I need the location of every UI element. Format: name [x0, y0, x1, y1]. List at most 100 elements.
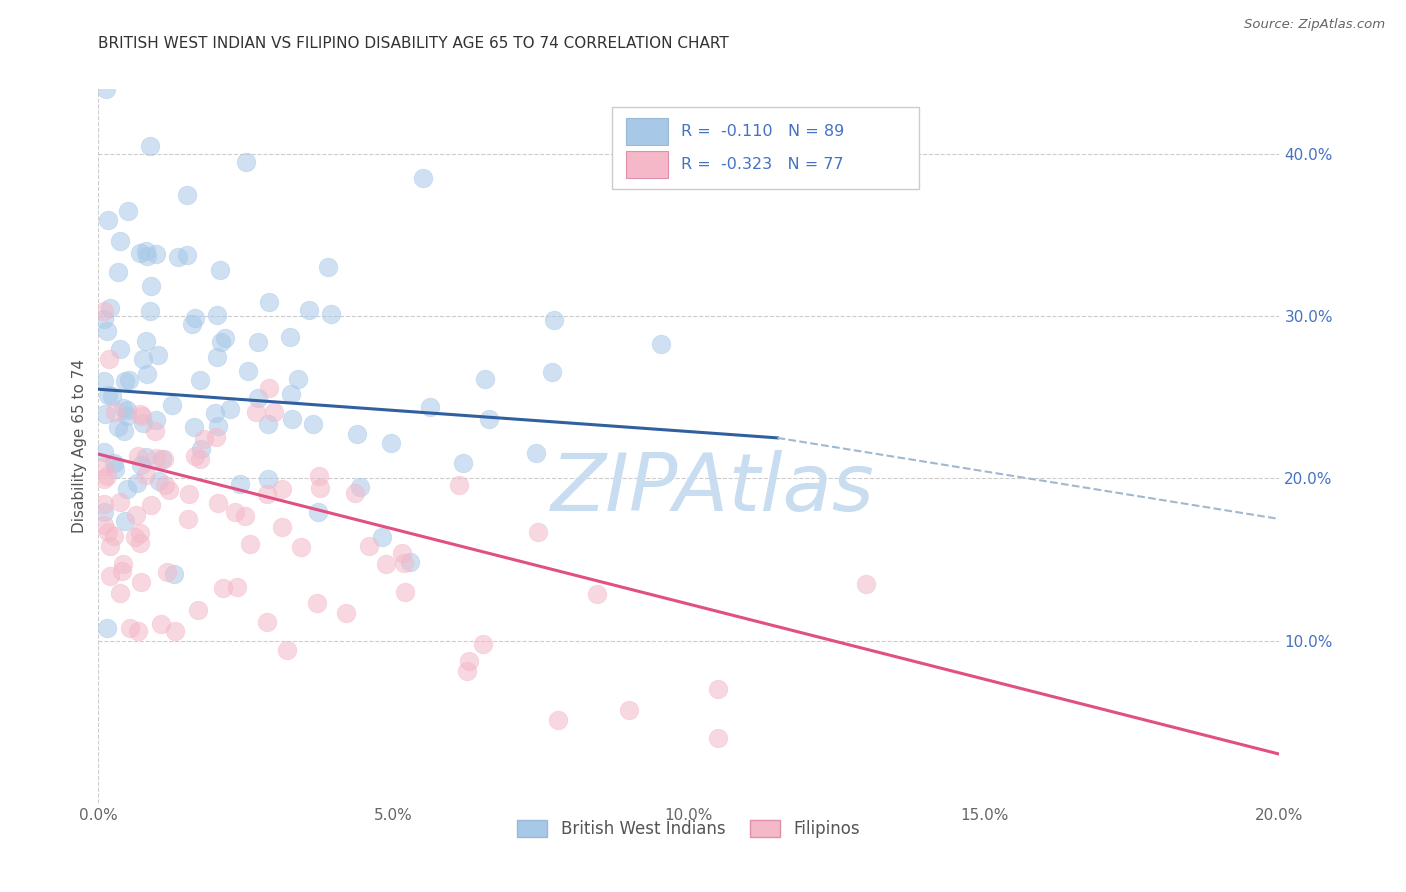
Text: ZIPAtlas: ZIPAtlas: [551, 450, 875, 528]
Point: [619, 703, 641, 717]
Legend: British West Indians, Filipinos: British West Indians, Filipinos: [510, 813, 868, 845]
Point: [298, 303, 321, 318]
Point: [145, 451, 167, 466]
Point: [132, 351, 155, 366]
Point: [93, 497, 115, 511]
Point: [394, 585, 416, 599]
Bar: [626, 151, 668, 178]
Bar: [626, 118, 668, 145]
Point: [219, 402, 242, 417]
Point: [96, 621, 118, 635]
Point: [129, 458, 152, 472]
Point: [139, 498, 162, 512]
Point: [209, 335, 232, 350]
Point: [349, 480, 371, 494]
Point: [471, 637, 494, 651]
Point: [239, 537, 262, 551]
Point: [707, 682, 730, 697]
Point: [474, 372, 496, 386]
Point: [357, 539, 380, 553]
Point: [118, 621, 141, 635]
Point: [177, 487, 200, 501]
Point: [110, 234, 132, 248]
Point: [585, 586, 607, 600]
Point: [97, 352, 120, 367]
Point: [176, 248, 198, 262]
Point: [114, 424, 136, 438]
Point: [135, 450, 157, 464]
Point: [127, 624, 149, 639]
Point: [456, 664, 478, 678]
Point: [128, 246, 150, 260]
Point: [93, 374, 115, 388]
Point: [233, 509, 256, 524]
Point: [543, 312, 565, 326]
Point: [156, 565, 179, 579]
Point: [391, 546, 413, 560]
Point: [93, 505, 115, 519]
Point: [155, 478, 177, 492]
Point: [238, 364, 260, 378]
Point: [187, 603, 209, 617]
Point: [208, 263, 231, 277]
Point: [256, 487, 278, 501]
Point: [855, 577, 877, 591]
Point: [346, 427, 368, 442]
Point: [110, 343, 132, 357]
Point: [110, 494, 132, 508]
Point: [190, 451, 212, 466]
Point: [245, 405, 267, 419]
Point: [207, 496, 229, 510]
Point: [650, 337, 672, 351]
Point: [211, 582, 233, 596]
Point: [96, 324, 118, 338]
Point: [166, 251, 188, 265]
Y-axis label: Disability Age 65 to 74: Disability Age 65 to 74: [72, 359, 87, 533]
Point: [103, 456, 125, 470]
FancyBboxPatch shape: [612, 107, 920, 189]
Point: [143, 424, 166, 438]
Point: [399, 555, 422, 569]
Point: [207, 419, 229, 434]
Point: [97, 525, 120, 540]
Point: [478, 412, 501, 426]
Point: [93, 407, 115, 421]
Point: [132, 416, 155, 430]
Point: [139, 278, 162, 293]
Text: BRITISH WEST INDIAN VS FILIPINO DISABILITY AGE 65 TO 74 CORRELATION CHART: BRITISH WEST INDIAN VS FILIPINO DISABILI…: [98, 36, 730, 51]
Point: [117, 203, 139, 218]
Point: [271, 482, 294, 496]
Point: [114, 514, 136, 528]
Point: [184, 310, 207, 325]
Point: [259, 380, 281, 394]
Point: [103, 529, 125, 543]
Point: [100, 301, 122, 316]
Point: [257, 472, 280, 486]
Point: [111, 557, 134, 571]
Point: [281, 412, 304, 426]
Point: [160, 398, 183, 412]
Point: [114, 374, 136, 388]
Point: [127, 449, 149, 463]
Point: [188, 373, 211, 387]
Point: [115, 409, 138, 423]
Point: [93, 460, 115, 475]
Point: [135, 334, 157, 348]
Point: [527, 524, 550, 539]
Point: [256, 615, 278, 630]
Point: [247, 391, 270, 405]
Point: [93, 311, 115, 326]
Point: [246, 335, 269, 350]
Point: [259, 295, 281, 310]
Point: [280, 387, 302, 401]
Point: [392, 556, 415, 570]
Point: [96, 82, 118, 96]
Point: [271, 520, 294, 534]
Point: [129, 407, 152, 421]
Point: [205, 350, 228, 364]
Point: [214, 331, 236, 345]
Point: [547, 713, 569, 727]
Point: [449, 478, 471, 492]
Point: [224, 505, 246, 519]
Point: [228, 476, 250, 491]
